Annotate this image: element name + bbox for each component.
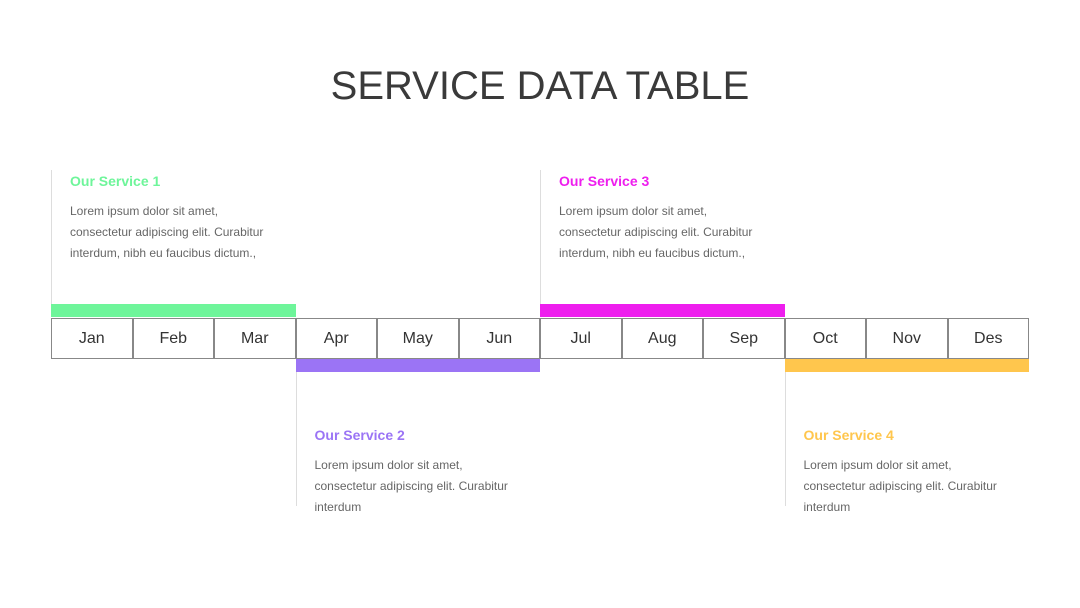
title: SERVICE DATA TABLE [330, 64, 750, 108]
month-cell: Jan [51, 318, 133, 359]
service-text: consectetur adipiscing elit. Curabitur [559, 225, 753, 239]
month-cell: Jul [540, 318, 622, 359]
service-title: Our Service 2 [314, 427, 405, 443]
month-cell: Feb [132, 318, 214, 359]
service-bar [295, 359, 540, 372]
connector [295, 372, 297, 506]
month-cell: Oct [784, 318, 866, 359]
service-bar [540, 304, 785, 317]
month-cell: Mar [214, 318, 296, 359]
connector [540, 170, 541, 304]
month-cell: Apr [295, 318, 377, 359]
service-text: Lorem ipsum dolor sit amet, [559, 204, 708, 218]
service-block: Our Service 1 Lorem ipsum dolor sit amet,… [70, 173, 300, 264]
month-cell: Sep [703, 318, 785, 359]
service-text: interdum, nibh eu faucibus dictum., [559, 246, 746, 260]
month-cell: May [377, 318, 459, 359]
service-title: Our Service 1 [70, 173, 161, 189]
service-block: Our Service 3 Lorem ipsum dolor sit amet,… [559, 173, 789, 264]
service-text: Lorem ipsum dolor sit amet, [314, 458, 463, 472]
service-text: consectetur adipiscing elit. Curabitur [803, 479, 997, 493]
service-text: interdum, nibh eu faucibus dictum., [70, 246, 257, 260]
service-block: Our Service 4 Lorem ipsum dolor sit amet,… [804, 427, 1034, 518]
service-bar [784, 359, 1029, 372]
service-text: interdum [803, 500, 851, 514]
month-cell: Jun [458, 318, 540, 359]
month-cell: Aug [621, 318, 703, 359]
service-text: Lorem ipsum dolor sit amet, [803, 458, 952, 472]
service-text: consectetur adipiscing elit. Curabitur [70, 225, 264, 239]
month-cell: Nov [866, 318, 948, 359]
service-title: Our Service 3 [559, 173, 650, 189]
service-text: interdum [314, 500, 362, 514]
service-block: Our Service 2 Lorem ipsum dolor sit amet,… [315, 427, 545, 518]
service-text: consectetur adipiscing elit. Curabitur [314, 479, 508, 493]
month-cell: Des [947, 318, 1029, 359]
service-title: Our Service 4 [803, 427, 894, 443]
connector [51, 170, 52, 304]
service-bar [51, 304, 296, 317]
service-text: Lorem ipsum dolor sit amet, [70, 204, 219, 218]
connector [784, 372, 786, 506]
